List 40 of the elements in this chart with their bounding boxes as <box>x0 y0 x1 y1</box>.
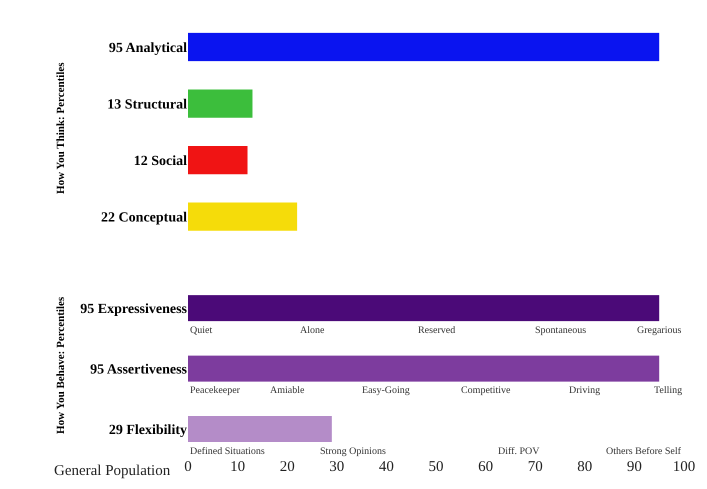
bar <box>188 89 252 118</box>
y-tick-label: 13 Structural <box>107 97 188 112</box>
x-tick-label: 50 <box>428 459 444 475</box>
y-tick-label: 29 Flexibility <box>108 422 187 438</box>
annotation: Defined Situations <box>190 446 265 457</box>
x-tick-label: 30 <box>329 459 344 475</box>
annotation: Telling <box>654 385 682 396</box>
y-tick-label: 95 Expressiveness <box>80 302 188 318</box>
y-axis-title: How You Behave: Percentiles <box>55 296 68 434</box>
annotation: Competitive <box>461 385 511 396</box>
bar <box>188 202 298 231</box>
annotation: Spontaneous <box>535 325 586 336</box>
x-axis-title: General Population <box>54 463 171 479</box>
annotation: Driving <box>569 385 600 396</box>
annotation: Easy-Going <box>362 385 410 396</box>
x-tick-label: 90 <box>626 459 642 475</box>
annotation: Others Before Self <box>606 446 682 457</box>
x-tick-label: 20 <box>280 459 295 475</box>
annotation: Peacekeeper <box>190 385 241 396</box>
x-tick-label: 100 <box>672 459 696 475</box>
y-tick-label: 12 Social <box>134 154 188 169</box>
y-tick-label: 22 Conceptual <box>101 210 188 226</box>
annotation: Diff. POV <box>498 446 540 457</box>
annotation: Reserved <box>418 325 456 336</box>
x-tick-label: 0 <box>184 459 192 475</box>
x-tick-label: 60 <box>478 459 494 475</box>
y-tick-label: 95 Assertiveness <box>90 362 188 378</box>
annotation: Alone <box>300 325 325 336</box>
annotation: Amiable <box>270 385 305 396</box>
bar <box>188 146 248 174</box>
y-tick-label: 95 Analytical <box>108 40 188 56</box>
annotation: Quiet <box>190 325 212 336</box>
x-tick-label: 70 <box>528 459 543 475</box>
x-tick-label: 40 <box>378 459 394 475</box>
x-tick-label: 80 <box>577 459 592 475</box>
bar <box>188 32 660 62</box>
x-tick-label: 10 <box>230 459 246 475</box>
annotation: Strong Opinions <box>320 446 386 457</box>
annotation: Gregarious <box>637 325 682 336</box>
y-axis-title: How You Think: Percentiles <box>55 62 68 194</box>
